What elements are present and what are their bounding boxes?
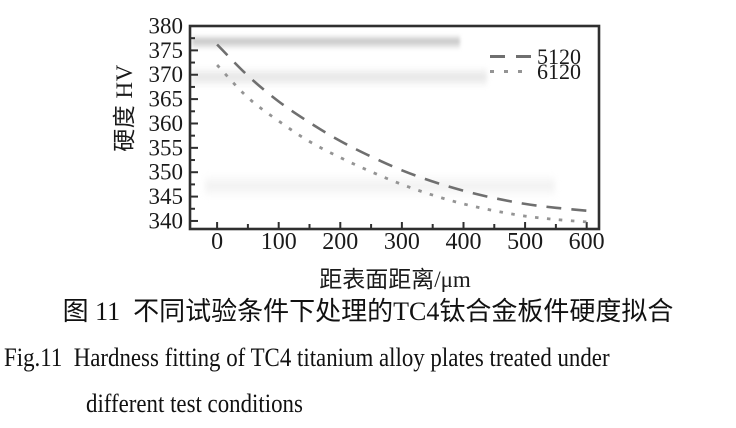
caption-chinese: 图 11 不同试验条件下处理的TC4钛合金板件硬度拟合 [62, 297, 674, 326]
y-tick-label: 350 [149, 160, 184, 185]
caption-english-line1: Fig.11 Hardness fitting of TC4 titanium … [4, 343, 610, 372]
x-tick-label: 200 [322, 229, 358, 255]
y-tick-label: 365 [149, 87, 184, 112]
x-tick-label: 0 [211, 229, 223, 255]
series-5120-line [216, 43, 587, 212]
x-tick-label: 300 [384, 229, 420, 255]
y-tick-label: 360 [149, 111, 184, 136]
plot-frame [188, 24, 601, 231]
x-tick-label: 100 [261, 229, 297, 255]
hardness-chart: 340 345 350 355 360 365 370 375 380 0 100 200 300 400… [112, 14, 605, 293]
y-tick-label: 370 [149, 62, 184, 87]
x-tick-label: 400 [445, 229, 481, 255]
x-axis-title: 距表面距离/μm [319, 267, 471, 292]
y-tick-label: 340 [149, 208, 184, 233]
legend-label-5120: 5120 [537, 44, 581, 69]
series-6120-line [216, 64, 587, 224]
y-tick-label: 380 [149, 14, 184, 39]
caption-english-line2: different test conditions [86, 389, 303, 418]
x-tick-label: 500 [507, 229, 543, 255]
y-tick-label: 375 [149, 38, 184, 63]
y-tick-label: 345 [149, 184, 184, 209]
y-axis-title: 硬度 HV [112, 64, 137, 152]
y-tick-label: 355 [149, 135, 184, 160]
legend-label-6120: 6120 [537, 59, 581, 84]
x-tick-label: 600 [569, 229, 605, 255]
